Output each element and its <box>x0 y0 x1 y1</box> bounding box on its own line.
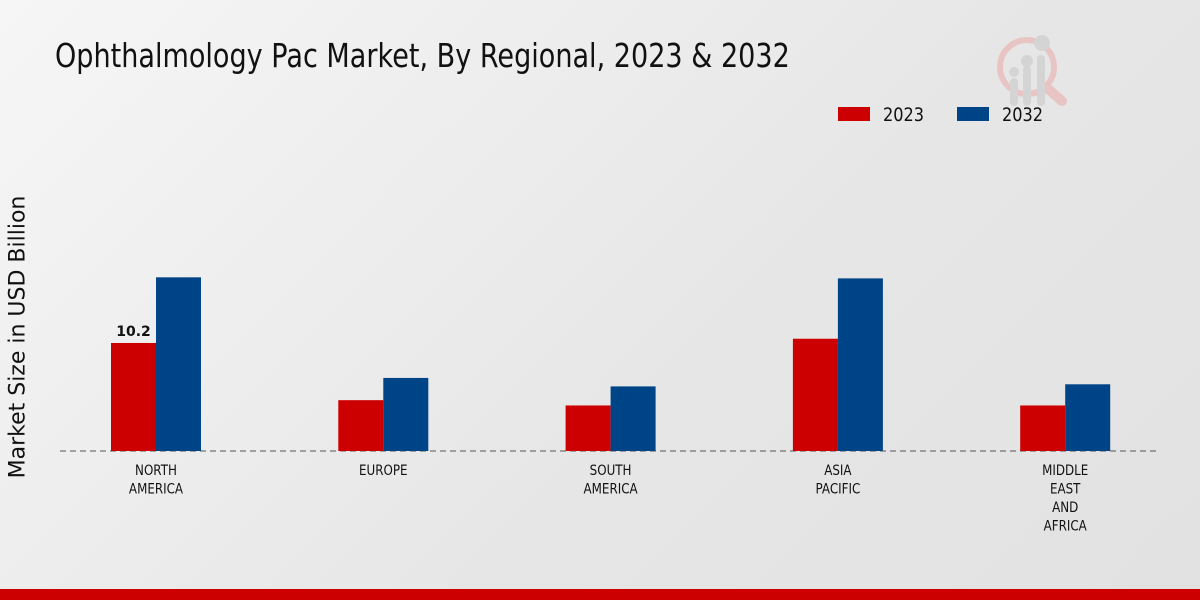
bar-2032-1 <box>383 377 429 451</box>
x-tick-label: ASIA <box>824 463 851 479</box>
bar-2023-0 <box>111 342 156 451</box>
x-tick-label: AND <box>1052 500 1078 516</box>
x-tick-label: AMERICA <box>129 482 183 498</box>
legend-swatch-2032 <box>957 107 989 121</box>
bar-2023-2 <box>565 405 611 451</box>
bar-2032-3 <box>837 278 883 451</box>
bar-2032-4 <box>1065 384 1111 451</box>
legend-label-2032: 2032 <box>1002 105 1043 127</box>
bottom-accent-bar <box>0 589 1200 600</box>
data-label: 10.2 <box>116 324 151 340</box>
x-tick-label: EUROPE <box>359 463 408 479</box>
x-tick-label: EAST <box>1050 482 1081 498</box>
legend-label-2023: 2023 <box>883 105 924 127</box>
bar-2023-4 <box>1020 405 1066 451</box>
bar-2032-0 <box>156 277 201 451</box>
legend-swatch-2023 <box>838 107 870 121</box>
bar-2023-1 <box>338 400 384 451</box>
chart-title: Ophthalmology Pac Market, By Regional, 2… <box>55 36 790 75</box>
bar-2023-3 <box>792 338 838 451</box>
x-tick-label: PACIFIC <box>815 482 860 498</box>
x-tick-label: AMERICA <box>584 482 638 498</box>
x-tick-label: AFRICA <box>1044 519 1087 535</box>
x-tick-label: NORTH <box>135 463 177 479</box>
bar-2032-2 <box>610 386 656 451</box>
x-tick-label: SOUTH <box>590 463 632 479</box>
x-tick-label: MIDDLE <box>1042 463 1088 479</box>
